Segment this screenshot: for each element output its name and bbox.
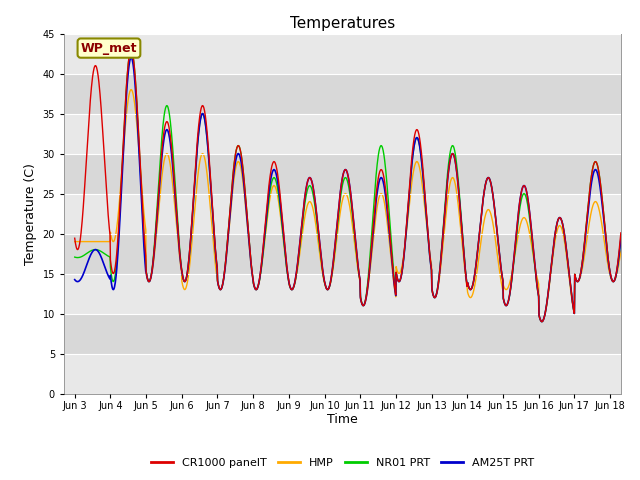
Title: Temperatures: Temperatures <box>290 16 395 31</box>
Bar <box>64 354 621 394</box>
Bar <box>64 234 621 274</box>
Text: WP_met: WP_met <box>81 42 137 55</box>
Bar <box>64 114 621 154</box>
Bar <box>64 34 621 73</box>
Y-axis label: Temperature (C): Temperature (C) <box>24 163 37 264</box>
Bar <box>64 193 621 234</box>
Bar <box>64 154 621 193</box>
Bar <box>64 73 621 114</box>
X-axis label: Time: Time <box>327 413 358 426</box>
Bar <box>64 274 621 313</box>
Legend: CR1000 panelT, HMP, NR01 PRT, AM25T PRT: CR1000 panelT, HMP, NR01 PRT, AM25T PRT <box>146 453 539 472</box>
Bar <box>64 313 621 354</box>
